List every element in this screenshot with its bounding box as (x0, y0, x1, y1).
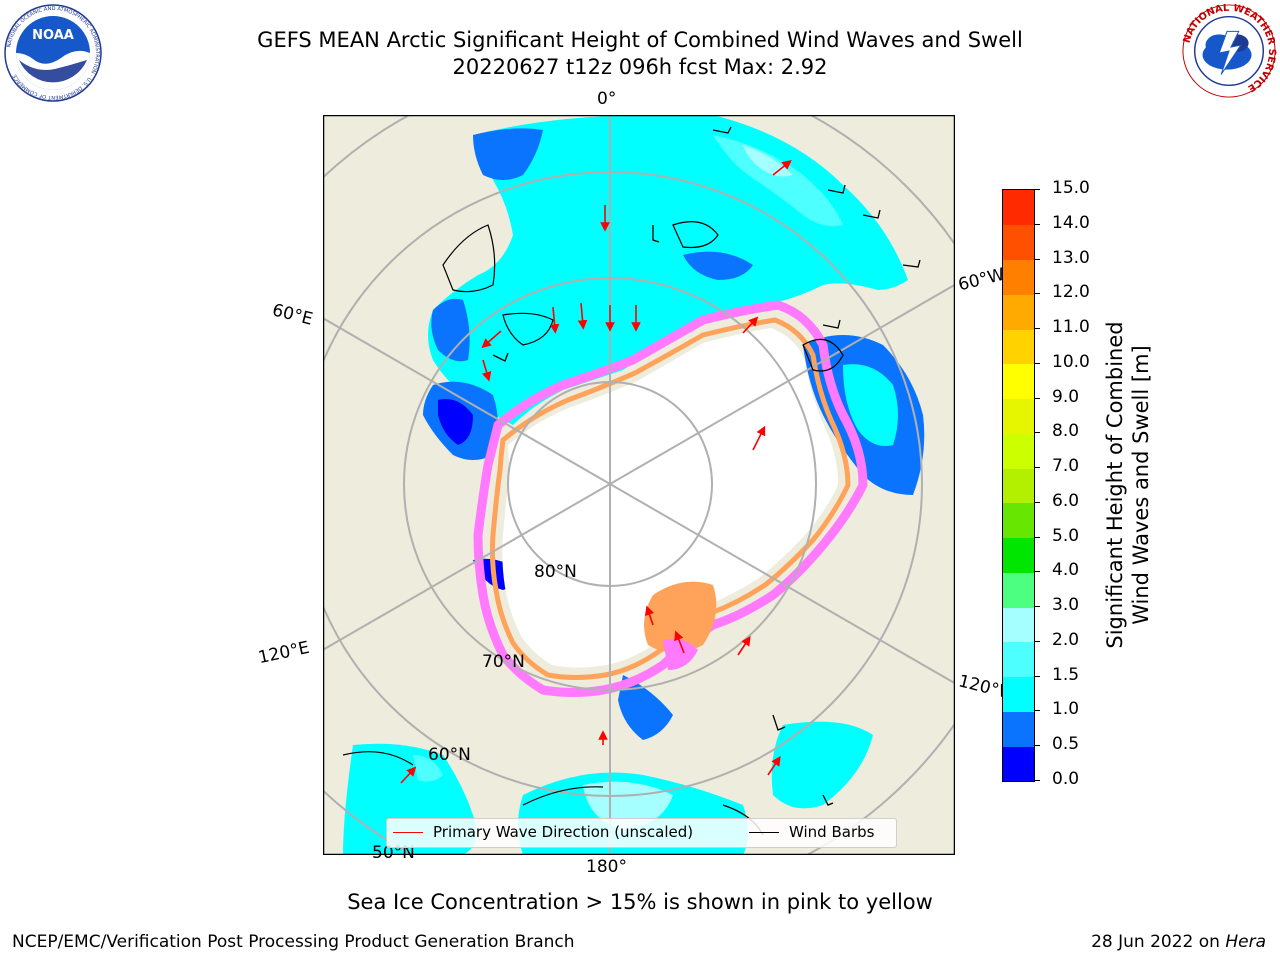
colorbar-tick-mark (1034, 328, 1040, 330)
colorbar-tick-label: 9.0 (1052, 386, 1080, 407)
colorbar-tick-label: 12.0 (1052, 282, 1090, 303)
footer-date: 28 Jun 2022 on Hera (1091, 932, 1266, 952)
colorbar-tick-mark (1034, 710, 1040, 712)
nws-logo: NATIONAL WEATHER SERVICE (1182, 3, 1277, 98)
noaa-logo: NOAA NATIONAL OCEANIC AND ATMOSPHERIC AD… (4, 4, 102, 102)
chart-title: GEFS MEAN Arctic Significant Height of C… (257, 28, 1023, 52)
colorbar-segment (1003, 711, 1034, 747)
colorbar-segment (1003, 641, 1034, 678)
colorbar-tick-label: 10.0 (1052, 351, 1090, 372)
colorbar-tick-mark (1034, 397, 1040, 399)
colorbar-segment (1003, 294, 1034, 330)
colorbar-segment (1003, 746, 1034, 782)
map-legend: Primary Wave Direction (unscaled) Wind B… (386, 818, 897, 848)
sea-ice-note: Sea Ice Concentration > 15% is shown in … (347, 890, 933, 914)
colorbar-segment (1003, 676, 1034, 712)
colorbar-segment (1003, 433, 1034, 469)
colorbar-tick-label: 8.0 (1052, 421, 1080, 442)
svg-text:NOAA: NOAA (32, 28, 74, 43)
colorbar-tick-mark (1034, 675, 1040, 677)
colorbar-tick-mark (1034, 571, 1040, 573)
arctic-map (323, 115, 955, 855)
colorbar-tick-mark (1034, 536, 1040, 538)
footer-credit: NCEP/EMC/Verification Post Processing Pr… (12, 932, 575, 952)
colorbar-segment (1003, 190, 1034, 226)
colorbar-tick-mark (1034, 258, 1040, 260)
lon-label-180: 180° (586, 857, 627, 877)
colorbar-tick-label: 0.0 (1052, 769, 1080, 789)
lon-label-120e: 120°E (256, 637, 312, 669)
colorbar-tick-mark (1034, 189, 1040, 190)
colorbar-tick-mark (1034, 362, 1040, 364)
colorbar-tick-label: 1.0 (1052, 699, 1080, 720)
legend-wind-barbs: Wind Barbs (749, 823, 874, 841)
colorbar-tick-label: 7.0 (1052, 456, 1080, 477)
colorbar-tick-mark (1034, 745, 1040, 747)
colorbar-segment (1003, 329, 1034, 365)
colorbar-segment (1003, 363, 1034, 400)
lon-label-60e: 60°E (270, 300, 315, 330)
colorbar-segment (1003, 607, 1034, 643)
footer-date-text: 28 Jun 2022 on (1091, 932, 1226, 952)
colorbar-tick-mark (1034, 780, 1040, 781)
wind-barbs (492, 126, 921, 806)
colorbar-tick-mark (1034, 606, 1040, 608)
colorbar (1002, 189, 1035, 782)
colorbar-tick-mark (1034, 223, 1040, 225)
colorbar-segment (1003, 398, 1034, 434)
forecast-info: 20220627 t12z 096h fcst Max: 2.92 (452, 55, 828, 79)
lon-label-0: 0° (597, 89, 617, 109)
colorbar-tick-label: 6.0 (1052, 490, 1080, 511)
colorbar-ticks: 15.0 14.0 13.0 12.0 11.0 10.0 9.0 8.0 7.0 6.0 5.0 4… (1034, 178, 1094, 789)
legend-wave-swatch (393, 831, 423, 833)
colorbar-label-line1: Significant Height of Combined (1103, 321, 1127, 649)
legend-wave-label: Primary Wave Direction (unscaled) (433, 823, 694, 841)
lat-label-70: 70°N (482, 652, 525, 672)
colorbar-tick-label: 3.0 (1052, 595, 1080, 616)
wave-arrows (400, 160, 792, 784)
colorbar-segment (1003, 572, 1034, 608)
colorbar-tick-label: 5.0 (1052, 525, 1080, 546)
lon-label-60w: 60°W (956, 264, 1007, 296)
colorbar-tick-label: 4.0 (1052, 560, 1080, 581)
legend-wave-direction: Primary Wave Direction (unscaled) (393, 823, 693, 841)
graticule (323, 115, 955, 855)
colorbar-tick-label: 14.0 (1052, 212, 1090, 233)
colorbar-tick-label: 1.5 (1052, 664, 1080, 685)
colorbar-segment (1003, 224, 1034, 260)
colorbar-tick-label: 0.5 (1052, 734, 1080, 755)
colorbar-tick-mark (1034, 467, 1040, 469)
legend-wind-label: Wind Barbs (789, 823, 875, 841)
footer-host: Hera (1225, 932, 1266, 952)
colorbar-segment (1003, 502, 1034, 539)
colorbar-segment (1003, 468, 1034, 504)
colorbar-tick-mark (1034, 293, 1040, 295)
colorbar-tick-label: 15.0 (1052, 178, 1090, 198)
lat-label-50: 50°N (372, 843, 415, 863)
colorbar-segment (1003, 259, 1034, 295)
legend-wind-swatch (749, 831, 779, 833)
colorbar-tick-label: 11.0 (1052, 317, 1090, 338)
colorbar-tick-label: 2.0 (1052, 629, 1080, 650)
colorbar-label: Significant Height of Combined Wind Wave… (1102, 305, 1154, 665)
colorbar-label-line2: Wind Waves and Swell [m] (1129, 345, 1153, 625)
colorbar-segment (1003, 537, 1034, 573)
colorbar-tick-mark (1034, 640, 1040, 642)
colorbar-tick-mark (1034, 501, 1040, 503)
sea-ice-edge (473, 300, 868, 697)
colorbar-tick-label: 13.0 (1052, 247, 1090, 268)
colorbar-tick-mark (1034, 432, 1040, 434)
lat-label-60: 60°N (428, 745, 471, 765)
lat-label-80: 80°N (534, 562, 577, 582)
